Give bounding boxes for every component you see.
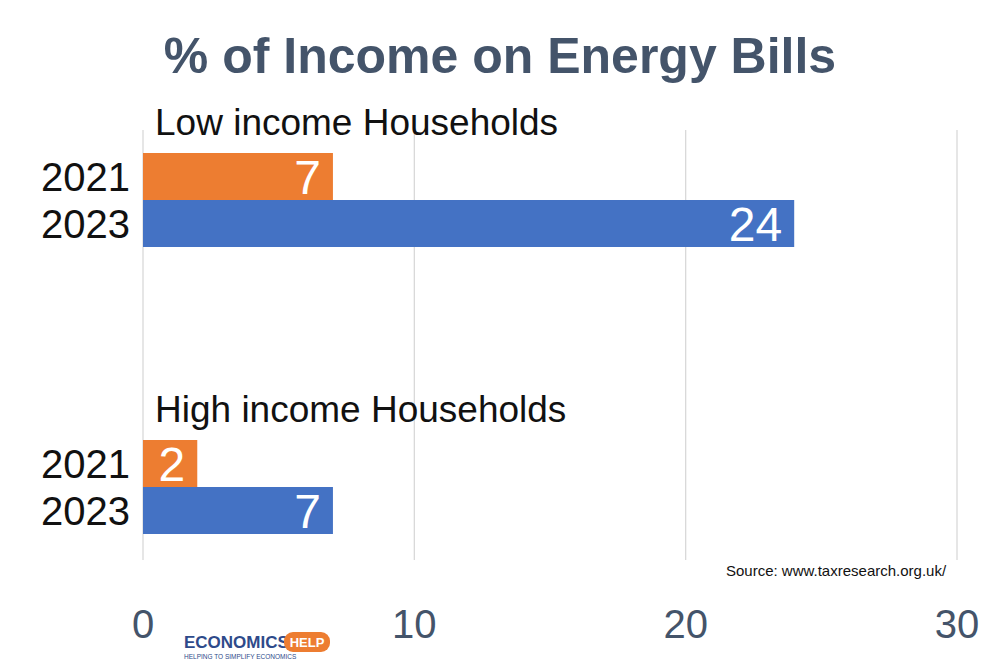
logo-badge-text: HELP: [290, 635, 325, 650]
bar: [143, 200, 794, 247]
series-label: 2023: [41, 489, 130, 533]
logo-badge: [284, 632, 330, 652]
chart-root: % of Income on Energy Bills 0 10 20 30 Low in…: [0, 0, 1000, 661]
logo: ECONOMICSHELP HELPING TO SIMPLIFY ECONOMI…: [184, 632, 330, 660]
source-note: Source: www.taxresearch.org.uk/: [726, 562, 947, 579]
series-label: 2023: [41, 202, 130, 246]
tick-label: 10: [392, 602, 437, 646]
logo-text: ECONOMICS: [184, 633, 289, 652]
category-label: Low income Households: [155, 102, 558, 143]
grid-line: [414, 130, 415, 560]
tick-label: 0: [132, 602, 154, 646]
data-label: 7: [294, 485, 321, 538]
tick-label: 20: [663, 602, 708, 646]
data-label: 24: [729, 198, 782, 251]
grid-line: [956, 130, 957, 560]
bars: [143, 153, 794, 534]
chart-title: % of Income on Energy Bills: [164, 28, 836, 84]
logo-tagline: HELPING TO SIMPLIFY ECONOMICS: [184, 653, 297, 660]
series-label: 2021: [41, 155, 130, 199]
grid-line: [685, 130, 686, 560]
series-label: 2021: [41, 442, 130, 486]
data-label: 7: [294, 151, 321, 204]
tick-label: 30: [935, 602, 980, 646]
labels: Low income Households 2021 7 2023 24 High inc…: [41, 102, 782, 538]
grid: [143, 130, 957, 560]
category-label: High income Households: [155, 389, 566, 430]
chart-svg: % of Income on Energy Bills 0 10 20 30 Low in…: [0, 0, 1000, 661]
data-label: 2: [159, 438, 186, 491]
